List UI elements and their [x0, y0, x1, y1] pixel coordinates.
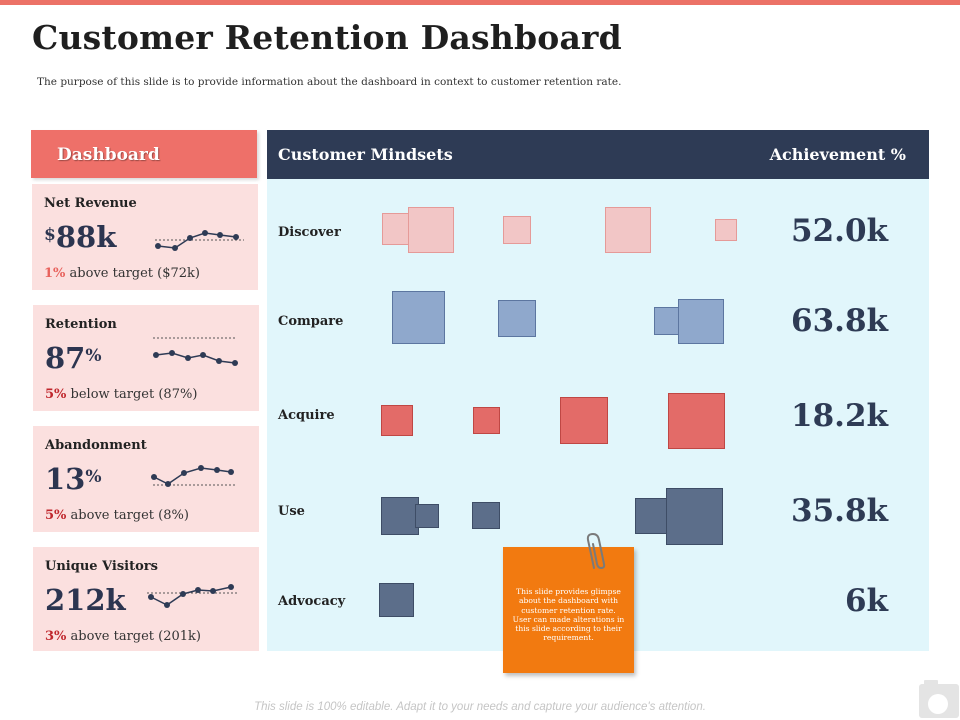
kpi-suffix: %: [85, 467, 102, 487]
sparkline-abandonment: [151, 465, 237, 487]
dashboard-header: Dashboard: [31, 130, 257, 178]
kpi-pct: 3%: [45, 629, 67, 644]
footer-note: This slide is 100% editable. Adapt it to…: [254, 701, 706, 713]
kpi-value: 212k: [45, 583, 126, 617]
compare-square: [392, 291, 445, 344]
kpi-note-text: below target (87%): [66, 387, 198, 402]
kpi-note-text: above target (8%): [66, 508, 189, 523]
kpi-value: $88k: [44, 220, 116, 254]
kpi-label: Retention: [45, 317, 117, 332]
sticky-note: This slide provides glimpse about the da…: [503, 547, 634, 673]
kpi-value: 13%: [45, 462, 102, 496]
mindset-value-discover: 52.0k: [791, 213, 888, 249]
achievement-header: Achievement %: [769, 145, 906, 164]
advocacy-square: [379, 583, 414, 617]
use-square: [666, 488, 723, 545]
sparkline-net-revenue: [155, 230, 244, 251]
mindset-label-discover: Discover: [278, 225, 341, 240]
kpi-note: 1% above target ($72k): [44, 266, 200, 281]
mindset-label-compare: Compare: [278, 314, 344, 329]
kpi-note: 3% above target (201k): [45, 629, 201, 644]
dashboard-header-label: Dashboard: [57, 145, 160, 165]
acquire-square: [560, 397, 608, 444]
sparkline-unique-visitors: [147, 584, 237, 608]
sticky-note-text: This slide provides glimpse about the da…: [512, 587, 625, 643]
kpi-note: 5% below target (87%): [45, 387, 197, 402]
kpi-label: Net Revenue: [44, 196, 137, 211]
mindset-label-advocacy: Advocacy: [278, 594, 346, 609]
compare-square: [678, 299, 724, 344]
page-subtitle: The purpose of this slide is to provide …: [37, 76, 622, 88]
mindset-value-use: 35.8k: [791, 493, 888, 529]
mindsets-header: Customer Mindsets: [278, 145, 453, 164]
mindset-value-advocacy: 6k: [844, 583, 888, 619]
kpi-pct: 5%: [45, 387, 67, 402]
acquire-square: [381, 405, 413, 436]
kpi-prefix: $: [44, 225, 56, 245]
paperclip-icon: [586, 532, 606, 570]
use-square: [472, 502, 500, 529]
acquire-square: [473, 407, 500, 434]
kpi-value: 87%: [45, 341, 102, 375]
page-title: Customer Retention Dashboard: [32, 18, 622, 57]
use-square: [381, 497, 419, 535]
kpi-card-unique-visitors: Unique Visitors 212k 3% above target (20…: [33, 547, 259, 651]
kpi-number: 212k: [45, 583, 126, 617]
acquire-square: [668, 393, 725, 449]
use-square: [635, 498, 671, 534]
kpi-pct: 1%: [44, 266, 66, 281]
mindset-value-acquire: 18.2k: [791, 398, 888, 434]
discover-square: [408, 207, 454, 253]
kpi-note-text: above target (201k): [66, 629, 202, 644]
kpi-number: 87: [45, 341, 86, 375]
kpi-card-retention: Retention 87% 5% below target (87%): [33, 305, 259, 411]
mindset-label-acquire: Acquire: [278, 408, 335, 423]
mindset-label-use: Use: [278, 504, 305, 519]
kpi-card-net-revenue: Net Revenue $88k 1% above target ($72k): [32, 184, 258, 290]
kpi-label: Unique Visitors: [45, 559, 158, 574]
kpi-pct: 5%: [45, 508, 67, 523]
discover-square: [715, 219, 737, 241]
use-square: [415, 504, 439, 528]
compare-square: [498, 300, 536, 337]
kpi-number: 88k: [55, 220, 117, 254]
kpi-card-abandonment: Abandonment 13% 5% above target (8%): [33, 426, 259, 532]
top-accent-bar: [0, 0, 960, 5]
mindsets-table-header: Customer Mindsets Achievement %: [267, 130, 929, 179]
discover-square: [503, 216, 531, 244]
kpi-note: 5% above target (8%): [45, 508, 189, 523]
kpi-label: Abandonment: [45, 438, 147, 453]
discover-square: [605, 207, 651, 253]
kpi-number: 13: [45, 462, 86, 496]
kpi-suffix: %: [85, 346, 102, 366]
camera-icon: [919, 680, 959, 718]
mindset-value-compare: 63.8k: [791, 303, 888, 339]
kpi-note-text: above target ($72k): [65, 266, 201, 281]
sparkline-retention: [153, 337, 238, 366]
